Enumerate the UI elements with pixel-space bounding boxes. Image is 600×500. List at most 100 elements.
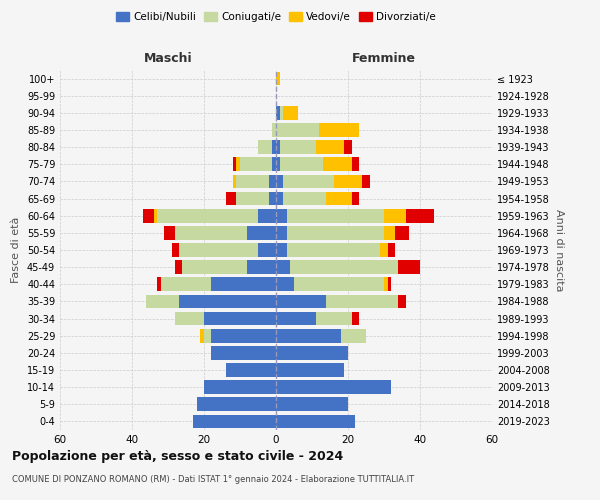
Bar xyxy=(204,329,211,342)
Bar xyxy=(226,363,276,377)
Bar xyxy=(352,312,359,326)
Bar xyxy=(204,312,276,326)
Bar xyxy=(269,192,276,205)
Bar xyxy=(380,243,388,257)
Bar xyxy=(157,209,258,222)
Bar xyxy=(182,260,247,274)
Text: COMUNE DI PONZANO ROMANO (RM) - Dati ISTAT 1° gennaio 2024 - Elaborazione TUTTIT: COMUNE DI PONZANO ROMANO (RM) - Dati IST… xyxy=(12,475,414,484)
Bar xyxy=(276,140,280,154)
Bar xyxy=(384,209,406,222)
Bar xyxy=(276,209,287,222)
Bar xyxy=(398,294,406,308)
Bar xyxy=(294,278,384,291)
Bar xyxy=(204,380,276,394)
Bar xyxy=(276,226,287,239)
Bar xyxy=(236,192,269,205)
Bar xyxy=(316,140,344,154)
Bar xyxy=(175,312,204,326)
Bar xyxy=(179,243,258,257)
Bar xyxy=(388,243,395,257)
Bar xyxy=(276,346,348,360)
Bar xyxy=(323,158,352,171)
Bar xyxy=(175,260,182,274)
Bar xyxy=(280,158,323,171)
Bar xyxy=(276,380,391,394)
Bar xyxy=(398,260,420,274)
Bar xyxy=(200,329,204,342)
Bar xyxy=(406,209,434,222)
Bar xyxy=(175,226,247,239)
Bar xyxy=(226,192,236,205)
Bar xyxy=(272,158,276,171)
Bar xyxy=(276,158,280,171)
Bar xyxy=(143,209,154,222)
Bar xyxy=(161,278,211,291)
Bar xyxy=(283,192,326,205)
Bar xyxy=(276,363,344,377)
Bar xyxy=(341,329,366,342)
Bar xyxy=(276,398,348,411)
Bar xyxy=(193,414,276,428)
Legend: Celibi/Nubili, Coniugati/e, Vedovi/e, Divorziati/e: Celibi/Nubili, Coniugati/e, Vedovi/e, Di… xyxy=(112,8,440,26)
Bar xyxy=(388,278,391,291)
Bar xyxy=(326,294,398,308)
Bar xyxy=(283,106,298,120)
Bar xyxy=(276,414,355,428)
Bar xyxy=(247,260,276,274)
Bar xyxy=(276,312,316,326)
Bar xyxy=(240,158,272,171)
Y-axis label: Fasce di età: Fasce di età xyxy=(11,217,21,283)
Bar xyxy=(247,226,276,239)
Bar xyxy=(362,174,370,188)
Bar xyxy=(236,158,240,171)
Bar xyxy=(276,294,326,308)
Bar xyxy=(269,174,276,188)
Bar xyxy=(211,278,276,291)
Bar xyxy=(233,158,236,171)
Bar xyxy=(280,106,283,120)
Bar xyxy=(211,329,276,342)
Bar xyxy=(276,260,290,274)
Bar xyxy=(290,260,398,274)
Bar xyxy=(395,226,409,239)
Bar xyxy=(276,123,319,137)
Bar xyxy=(280,140,316,154)
Bar xyxy=(384,278,388,291)
Bar xyxy=(334,174,362,188)
Bar xyxy=(154,209,157,222)
Bar xyxy=(236,174,269,188)
Bar xyxy=(287,243,380,257)
Bar xyxy=(258,209,276,222)
Bar xyxy=(352,158,359,171)
Bar xyxy=(276,329,341,342)
Bar xyxy=(352,192,359,205)
Bar xyxy=(287,226,384,239)
Bar xyxy=(276,243,287,257)
Bar xyxy=(258,140,272,154)
Bar xyxy=(384,226,395,239)
Bar xyxy=(319,123,359,137)
Bar xyxy=(233,174,236,188)
Bar xyxy=(272,123,276,137)
Bar xyxy=(316,312,352,326)
Bar xyxy=(197,398,276,411)
Bar xyxy=(211,346,276,360)
Bar xyxy=(326,192,352,205)
Y-axis label: Anni di nascita: Anni di nascita xyxy=(554,209,563,291)
Bar xyxy=(344,140,352,154)
Text: Femmine: Femmine xyxy=(352,52,416,65)
Bar xyxy=(258,243,276,257)
Bar xyxy=(276,72,280,86)
Text: Popolazione per età, sesso e stato civile - 2024: Popolazione per età, sesso e stato civil… xyxy=(12,450,343,463)
Bar xyxy=(146,294,179,308)
Text: Maschi: Maschi xyxy=(143,52,193,65)
Bar xyxy=(283,174,334,188)
Bar xyxy=(287,209,384,222)
Bar xyxy=(157,278,161,291)
Bar xyxy=(276,278,294,291)
Bar xyxy=(276,192,283,205)
Bar xyxy=(272,140,276,154)
Bar xyxy=(172,243,179,257)
Bar xyxy=(276,174,283,188)
Bar xyxy=(164,226,175,239)
